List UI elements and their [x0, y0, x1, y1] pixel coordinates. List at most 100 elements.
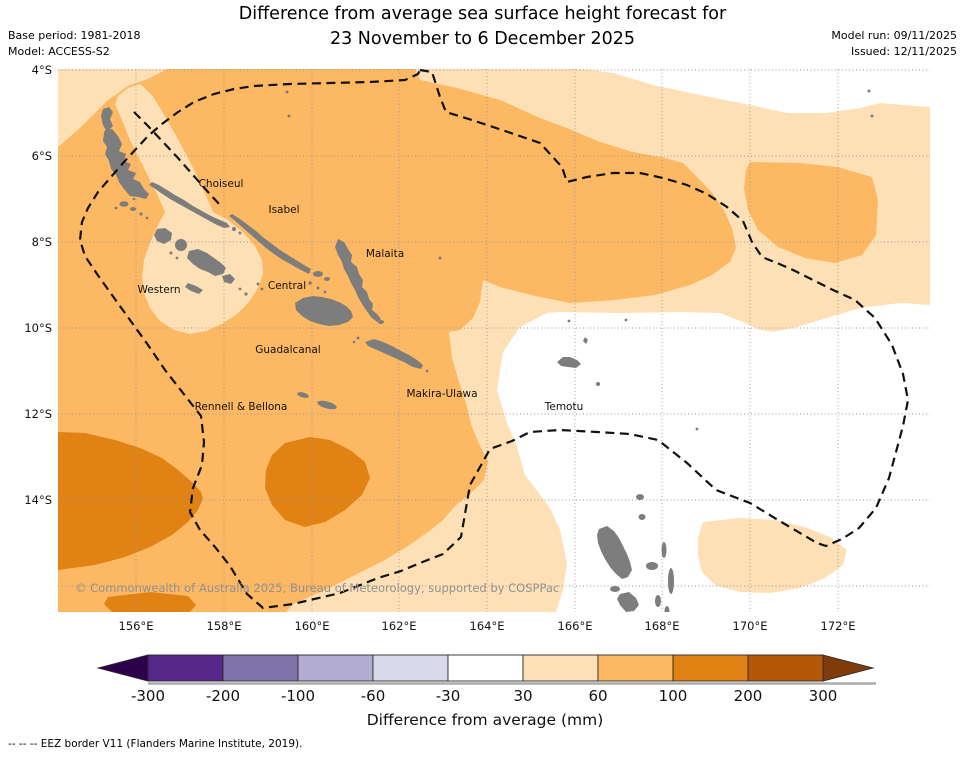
islet [287, 114, 291, 118]
island-shortland [119, 201, 129, 207]
island-vella-lavella [154, 228, 172, 244]
island-banks [636, 494, 644, 500]
lat-tick-label: 6°S [32, 149, 52, 163]
islet [695, 427, 699, 431]
region-label-malaita: Malaita [366, 248, 404, 260]
island-pentecost [668, 568, 674, 594]
colorbar-segment [747, 654, 824, 682]
islet [596, 382, 600, 386]
islet [256, 282, 260, 286]
islet [323, 290, 327, 294]
lat-tick-label: 14°S [24, 493, 52, 507]
region-label-temotu: Temotu [544, 401, 584, 413]
colorbar-tick-label: 30 [513, 687, 532, 705]
lon-tick-label: 172°E [821, 619, 856, 633]
region-label-makira-ulawa: Makira-Ulawa [406, 388, 477, 400]
colorbar-tick-label: 300 [809, 687, 838, 705]
region-orange-east-blob [744, 162, 878, 263]
island-kolombangara [175, 239, 187, 251]
lon-tick-label: 164°E [470, 619, 505, 633]
lon-tick-label: 170°E [733, 619, 768, 633]
region-label-guadalcanal: Guadalcanal [255, 344, 320, 356]
islet [356, 336, 360, 340]
island-ambae [646, 562, 658, 570]
islet [624, 318, 628, 322]
lat-tick-label: 4°S [32, 63, 52, 77]
island-bougainville [103, 129, 149, 199]
islet [438, 256, 442, 260]
colorbar-tick-label: 60 [588, 687, 607, 705]
islet [114, 206, 118, 210]
lat-tick-label: 12°S [24, 407, 52, 421]
map-area: Choiseul Isabel Malaita Western Central Guada… [58, 69, 930, 612]
island-choiseul [149, 182, 230, 228]
model-label: Model: ACCESS-S2 [8, 45, 110, 58]
colorbar-label: Difference from average (mm) [367, 711, 604, 729]
title-line1: Difference from average sea surface heig… [238, 4, 727, 24]
colorbar-tick-label: -300 [131, 687, 165, 705]
islet [232, 227, 236, 231]
island-espiritu-santo [597, 526, 632, 579]
islet [870, 114, 874, 118]
region-dark-south-central [265, 437, 370, 527]
copyright-text: © Commonwealth of Australia 2025, Bureau… [75, 581, 559, 595]
region-label-central: Central [268, 280, 306, 292]
islet [285, 90, 289, 94]
region-white-northeast [585, 69, 930, 113]
colorbar-segment [297, 654, 374, 682]
colorbar: -300 -200 -100 -60 -30 30 60 100 200 300 Differen… [96, 654, 876, 729]
colorbar-segment [147, 654, 224, 682]
island-guadalcanal [295, 296, 353, 326]
islet [425, 369, 429, 373]
colorbar-tick-label: -60 [361, 687, 386, 705]
colorbar-tick-label: -200 [206, 687, 240, 705]
island-buka [101, 107, 113, 132]
axis-labels: 4°S 6°S 8°S 10°S 12°S 14°S 156°E 158°E 160°E 162°… [24, 63, 855, 633]
colorbar-over-arrow [822, 654, 875, 682]
model-run-label: Model run: 09/11/2025 [831, 29, 957, 42]
region-label-choiseul: Choiseul [199, 178, 244, 190]
islet [260, 287, 264, 291]
region-orange-main [58, 69, 736, 612]
island-makira [365, 339, 423, 369]
lon-tick-label: 162°E [382, 619, 417, 633]
lat-tick-label: 10°S [24, 321, 52, 335]
eez-border-png-segment [133, 111, 221, 206]
eez-border-loop [78, 69, 910, 610]
colorbar-segment [222, 654, 299, 682]
colorbar-segment [672, 654, 749, 682]
island-shortland-2 [130, 207, 136, 211]
region-label-isabel: Isabel [268, 204, 299, 216]
islet [664, 606, 670, 612]
island-maewo [661, 542, 667, 558]
colorbar-segments [147, 654, 824, 682]
islet [145, 216, 149, 220]
island-santa-cruz [557, 357, 581, 368]
island-malaita [335, 239, 381, 322]
island-rendova [185, 283, 203, 294]
islet [238, 287, 242, 291]
islet [313, 271, 323, 277]
lon-tick-label: 156°E [119, 619, 154, 633]
islet [139, 212, 143, 216]
colorbar-tick-label: 100 [659, 687, 688, 705]
colorbar-segment [372, 654, 449, 682]
region-dark-bottom-strip [104, 592, 196, 612]
island-malo [610, 586, 620, 592]
islet [655, 595, 661, 607]
issued-label: Issued: 12/11/2025 [850, 45, 957, 58]
eez-footnote: -- -- -- EEZ border V11 (Flanders Marine… [8, 738, 303, 750]
islet [169, 251, 173, 255]
region-label-western: Western [137, 284, 180, 296]
colorbar-tick-label: 200 [734, 687, 763, 705]
islet [132, 197, 136, 201]
lon-tick-label: 168°E [645, 619, 680, 633]
colorbar-tick-label: -100 [281, 687, 315, 705]
title-line2: 23 November to 6 December 2025 [329, 29, 636, 49]
colorbar-segment [522, 654, 599, 682]
map-labels: Choiseul Isabel Malaita Western Central Guada… [137, 178, 583, 413]
island-new-georgia [187, 249, 226, 276]
islands-group [101, 89, 874, 612]
region-label-rennell-bellona: Rennell & Bellona [195, 401, 288, 413]
